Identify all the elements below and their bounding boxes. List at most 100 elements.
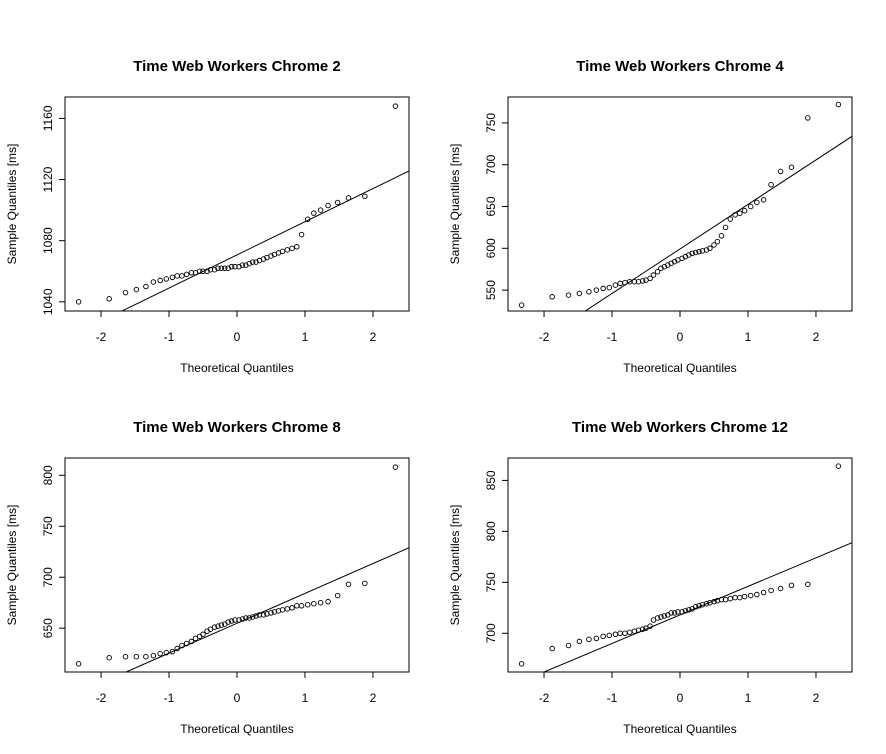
x-tick-label: 2: [370, 691, 377, 705]
x-tick-label: 2: [813, 330, 820, 344]
point: [565, 642, 572, 649]
point: [732, 212, 738, 218]
point: [518, 661, 525, 667]
point: [215, 623, 221, 629]
point: [163, 649, 170, 656]
point: [518, 302, 525, 308]
point: [682, 608, 689, 614]
point: [565, 292, 572, 298]
point: [298, 231, 305, 238]
point: [362, 193, 368, 200]
point: [737, 594, 743, 601]
point: [179, 642, 185, 649]
x-tick-label: -1: [607, 691, 618, 705]
y-tick-label: 550: [484, 280, 498, 300]
point: [777, 585, 784, 592]
point: [279, 248, 286, 255]
y-tick-label: 600: [484, 238, 498, 258]
chart-title: Time Web Workers Chrome 8: [133, 419, 341, 436]
point: [696, 603, 702, 609]
x-tick-label: -2: [539, 691, 550, 705]
y-axis-label: Sample Quantiles [ms]: [5, 144, 19, 265]
point: [737, 210, 743, 216]
point: [639, 626, 646, 632]
point: [268, 610, 274, 616]
y-axis-label: Sample Quantiles [ms]: [448, 505, 462, 626]
point: [289, 245, 295, 252]
point: [549, 645, 555, 652]
point: [639, 278, 646, 284]
point: [211, 624, 218, 630]
qq-plot: Time Web Workers Chrome 2 Theoretical Qua…: [5, 58, 410, 375]
x-tick-label: 1: [745, 691, 752, 705]
point: [188, 270, 195, 276]
point: [304, 216, 311, 223]
point: [612, 631, 619, 638]
point: [157, 650, 163, 657]
point: [805, 115, 811, 121]
point: [576, 290, 583, 297]
point: [294, 244, 300, 250]
point: [228, 618, 235, 624]
point: [686, 607, 692, 613]
point: [311, 210, 317, 216]
point: [75, 299, 82, 305]
point: [143, 653, 149, 660]
point: [294, 603, 300, 609]
point: [617, 280, 623, 287]
point: [150, 279, 157, 285]
point: [284, 247, 291, 253]
x-tick-label: -1: [607, 330, 618, 344]
point: [334, 199, 341, 206]
point: [249, 259, 256, 265]
point: [631, 278, 638, 285]
point: [650, 272, 657, 278]
point: [711, 242, 717, 248]
point: [106, 654, 112, 661]
point: [647, 275, 653, 282]
point: [200, 631, 206, 638]
point: [239, 616, 246, 622]
y-tick-label: 750: [484, 113, 498, 133]
point: [692, 249, 699, 256]
x-tick-label: 2: [813, 691, 820, 705]
plot-frame: [64, 457, 410, 673]
x-tick-label: 0: [677, 330, 684, 344]
point: [718, 596, 725, 603]
y-tick-label: 650: [484, 196, 498, 216]
plot-frame: [64, 96, 410, 312]
point: [593, 287, 600, 293]
reference-line: [124, 547, 409, 672]
y-tick-label: 700: [41, 567, 55, 587]
point: [243, 615, 249, 621]
point: [622, 279, 628, 286]
x-tick-label: -2: [539, 330, 550, 344]
point: [777, 168, 784, 175]
point: [768, 182, 774, 188]
x-tick-label: -2: [96, 691, 107, 705]
point: [174, 273, 180, 279]
point: [626, 629, 633, 636]
point: [188, 638, 195, 645]
reference-line: [120, 170, 409, 311]
x-tick-label: 1: [745, 330, 752, 344]
point: [600, 285, 606, 292]
point: [239, 262, 246, 268]
point: [606, 632, 613, 639]
y-tick-label: 700: [484, 154, 498, 174]
y-tick-label: 850: [484, 470, 498, 490]
point: [714, 238, 721, 245]
point: [392, 103, 399, 109]
x-tick-label: 0: [677, 691, 684, 705]
point: [362, 580, 368, 587]
point: [805, 581, 811, 588]
point: [835, 463, 842, 469]
x-tick-label: -1: [164, 691, 175, 705]
point: [711, 598, 717, 605]
point: [741, 207, 748, 214]
chart-title: Time Web Workers Chrome 12: [572, 419, 788, 436]
point: [606, 284, 613, 291]
point: [260, 612, 267, 618]
x-tick-label: 2: [370, 330, 377, 344]
x-axis-label: Theoretical Quantiles: [623, 361, 736, 375]
